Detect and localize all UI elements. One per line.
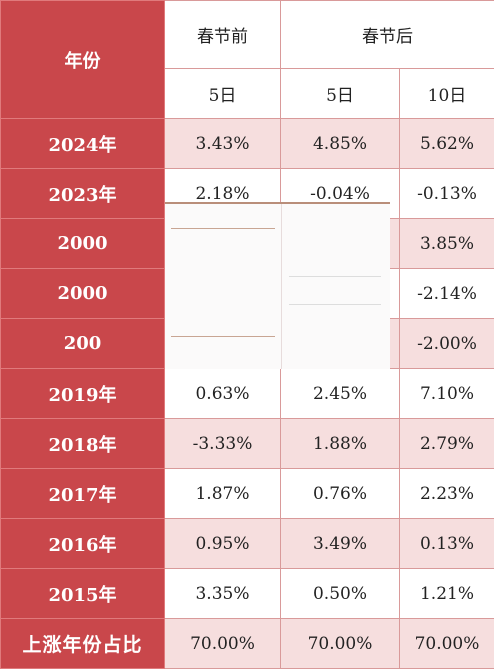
row-year: 2023年	[0, 168, 165, 219]
cell-after10: -0.13%	[399, 168, 494, 219]
cell-after5: 0.76%	[280, 468, 400, 519]
row-year: 2000	[0, 218, 165, 269]
summary-label: 上涨年份占比	[0, 618, 165, 669]
faded-divider	[281, 204, 282, 369]
row-year: 2018年	[0, 418, 165, 469]
cell-after5: 2.45%	[280, 368, 400, 419]
faded-area	[165, 202, 390, 369]
cell-after5: 0.50%	[280, 568, 400, 619]
cell-before5: 1.87%	[164, 468, 281, 519]
faded-line	[171, 228, 275, 229]
after-5day-header: 5日	[280, 68, 400, 119]
cell-after10: 2.79%	[399, 418, 494, 469]
row-year: 2015年	[0, 568, 165, 619]
cell-before5: 3.35%	[164, 568, 281, 619]
cell-before5: 3.43%	[164, 118, 281, 169]
cell-after10: 1.21%	[399, 568, 494, 619]
cell-after5: 3.49%	[280, 518, 400, 569]
cell-after5: 4.85%	[280, 118, 400, 169]
cell-after10: 2.23%	[399, 468, 494, 519]
before-5day-header: 5日	[164, 68, 281, 119]
faded-line	[289, 276, 381, 277]
cell-after10: 5.62%	[399, 118, 494, 169]
cell-after10: -2.14%	[399, 268, 494, 319]
faded-line	[289, 304, 381, 305]
cell-after10: 3.85%	[399, 218, 494, 269]
summary-after5: 70.00%	[280, 618, 400, 669]
cell-before5: 0.95%	[164, 518, 281, 569]
after-header: 春节后	[280, 0, 494, 69]
cell-after10: -2.00%	[399, 318, 494, 369]
after-10day-header: 10日	[399, 68, 494, 119]
cell-before5: 0.63%	[164, 368, 281, 419]
summary-before5: 70.00%	[164, 618, 281, 669]
cell-after5: 1.88%	[280, 418, 400, 469]
row-year: 200	[0, 318, 165, 369]
year-header: 年份	[0, 0, 165, 119]
row-year: 2017年	[0, 468, 165, 519]
cell-after10: 0.13%	[399, 518, 494, 569]
row-year: 2019年	[0, 368, 165, 419]
summary-after10: 70.00%	[399, 618, 494, 669]
row-year: 2000	[0, 268, 165, 319]
row-year: 2016年	[0, 518, 165, 569]
row-year: 2024年	[0, 118, 165, 169]
cell-after10: 7.10%	[399, 368, 494, 419]
faded-line	[171, 336, 275, 337]
before-header: 春节前	[164, 0, 281, 69]
cell-before5: -3.33%	[164, 418, 281, 469]
